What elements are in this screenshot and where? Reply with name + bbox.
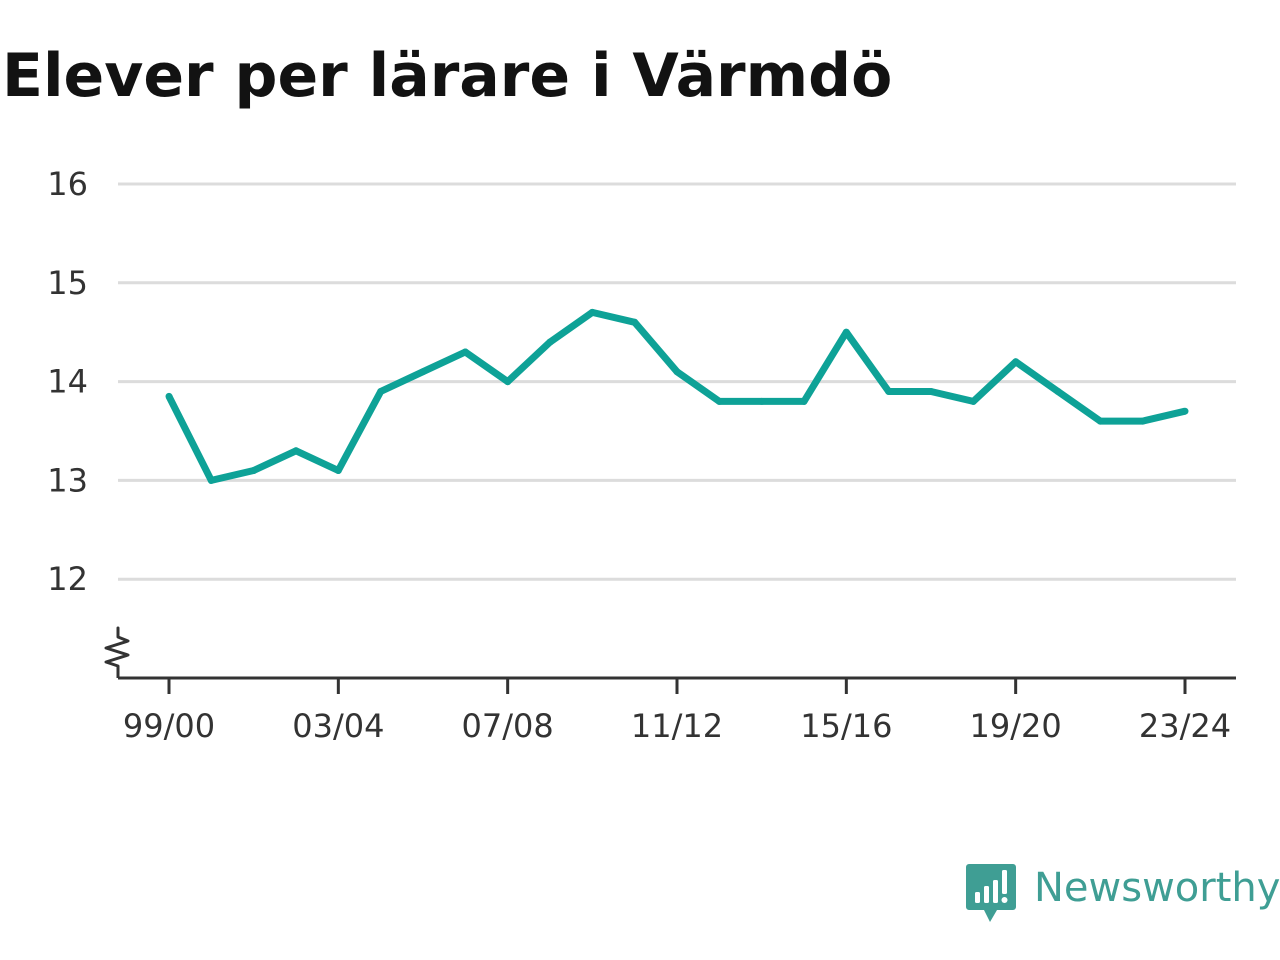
y-tick-label-15: 15	[47, 264, 88, 302]
data-point-11-12	[673, 368, 681, 376]
data-point-01-02	[250, 467, 258, 474]
data-point-04-05	[377, 388, 385, 395]
bar-chart-speech-bubble-icon	[966, 864, 1016, 922]
x-axis	[104, 626, 1236, 694]
x-axis-tick-labels: 99/00 03/04 07/08 11/12 15/16 19/20 23/24	[123, 707, 1231, 745]
series-line-0	[165, 308, 1186, 484]
data-point-18-19	[969, 397, 977, 405]
x-tick-label-03-04: 03/04	[292, 707, 384, 745]
y-tick-label-13: 13	[47, 461, 88, 499]
data-point-99-00	[165, 392, 173, 400]
x-tick-label-19-20: 19/20	[970, 707, 1062, 745]
y-axis-break-symbol	[104, 626, 130, 670]
data-point-03-04	[334, 467, 342, 474]
brand-name: Newsworthy	[1034, 865, 1280, 911]
y-axis-tick-labels: 12 13 14 15 16	[47, 165, 88, 598]
data-point-14-15	[800, 397, 808, 405]
chart-title: Elever per lärare i Värmdö	[2, 41, 893, 111]
data-point-22-23	[1139, 417, 1147, 425]
x-tick-label-99-00: 99/00	[123, 707, 215, 745]
data-point-08-09	[546, 338, 554, 346]
series-lines	[165, 308, 1189, 484]
x-tick-label-07-08: 07/08	[462, 707, 554, 745]
data-point-09-10	[588, 308, 596, 316]
data-point-05-06	[419, 368, 427, 376]
y-tick-label-14: 14	[47, 363, 88, 401]
data-point-00-01	[207, 476, 215, 484]
data-point-02-03	[292, 447, 300, 455]
data-point-19-20	[1012, 358, 1020, 366]
data-point-12-13	[715, 397, 723, 405]
data-point-10-11	[631, 318, 639, 326]
y-tick-label-12: 12	[47, 560, 88, 598]
data-point-07-08	[504, 378, 512, 386]
data-point-15-16	[842, 328, 850, 336]
gridlines	[118, 182, 1236, 581]
data-point-17-18	[927, 388, 935, 395]
newsworthy-logo: Newsworthy	[966, 864, 1280, 924]
data-point-06-07	[461, 348, 469, 356]
x-tick-label-11-12: 11/12	[631, 707, 723, 745]
x-tick-label-23-24: 23/24	[1139, 707, 1231, 745]
data-point-16-17	[885, 388, 893, 395]
data-point-23-24	[1181, 407, 1189, 415]
y-tick-label-16: 16	[47, 165, 88, 203]
data-point-20-21	[1054, 388, 1062, 395]
x-tick-label-15-16: 15/16	[800, 707, 892, 745]
data-point-21-22	[1096, 417, 1104, 425]
data-point-13-14	[758, 397, 766, 405]
